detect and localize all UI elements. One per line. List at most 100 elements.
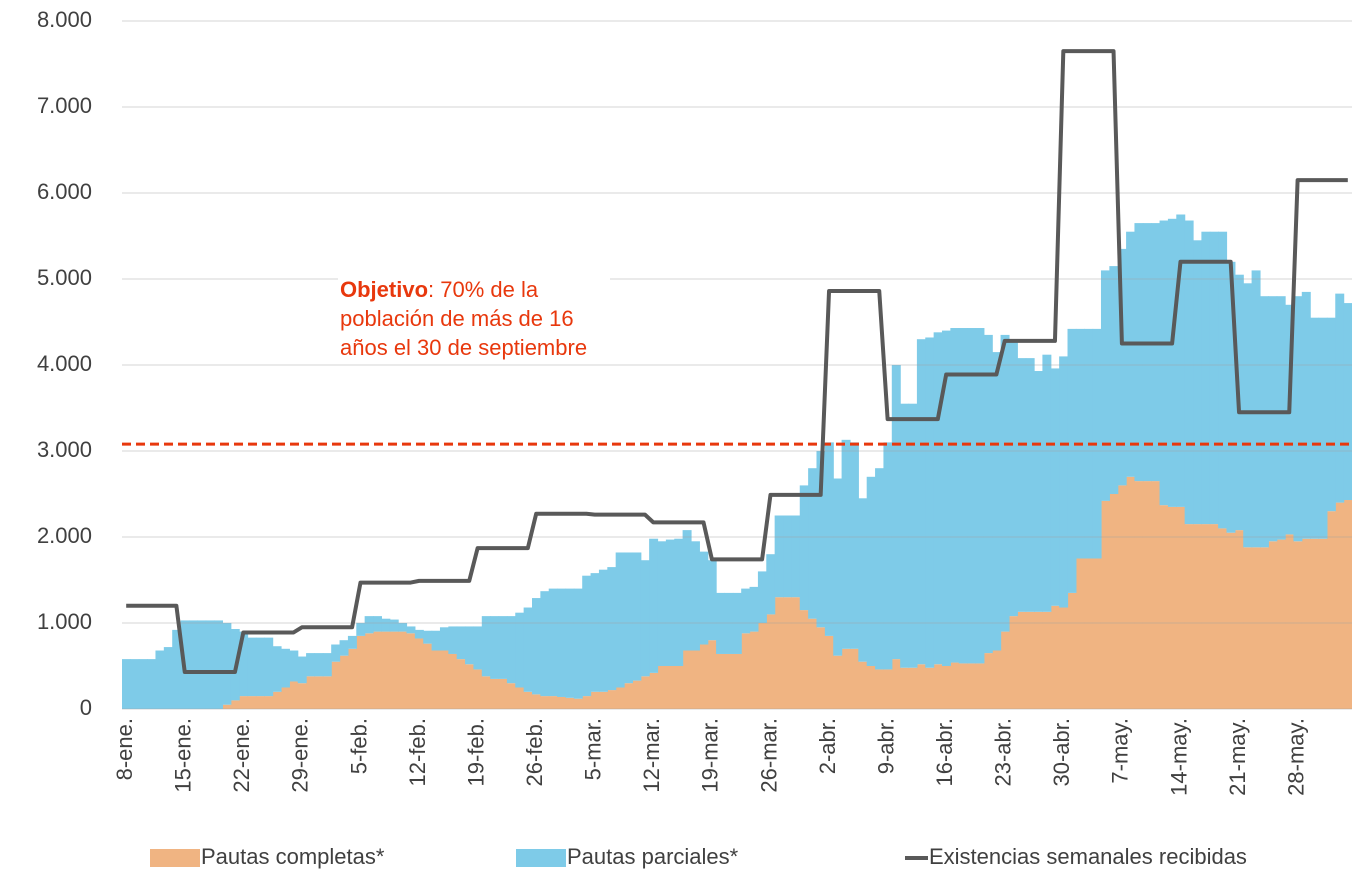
area-step	[264, 637, 274, 697]
area-step	[1268, 296, 1278, 542]
area-step	[1092, 558, 1102, 709]
area-step	[875, 669, 885, 709]
area-step	[373, 616, 382, 632]
area-step	[565, 697, 575, 709]
area-step	[1318, 538, 1328, 709]
area-step	[640, 676, 650, 709]
area-step	[230, 700, 240, 709]
area-step	[247, 696, 257, 709]
area-step	[649, 672, 659, 709]
area-step	[1259, 296, 1269, 548]
area-step	[833, 655, 843, 709]
area-step	[1276, 539, 1286, 709]
area-step	[331, 644, 341, 662]
area-step	[1000, 334, 1010, 632]
area-step	[690, 650, 700, 709]
area-step	[255, 637, 265, 697]
area-step	[1067, 328, 1077, 593]
area-step	[816, 451, 826, 628]
area-step	[423, 643, 433, 709]
x-tick-label: 9-abr.	[873, 718, 898, 774]
area-step	[172, 629, 182, 709]
area-step	[900, 403, 910, 668]
area-step	[331, 661, 341, 709]
area-step	[439, 627, 449, 651]
area-step	[1301, 538, 1311, 709]
line-series	[126, 49, 1348, 675]
area-step	[448, 653, 458, 709]
area-step	[799, 610, 809, 709]
area-step	[824, 635, 834, 709]
area-step	[205, 620, 215, 709]
area-step	[373, 631, 382, 709]
area-step	[557, 696, 567, 709]
area-step	[983, 334, 993, 654]
area-step	[1285, 534, 1295, 709]
area-step	[515, 687, 525, 709]
area-step	[1126, 231, 1136, 477]
area-step	[565, 588, 575, 698]
area-step	[481, 676, 491, 709]
area-step	[381, 618, 391, 632]
x-tick-label: 22-ene.	[229, 718, 254, 793]
area-step	[573, 698, 583, 709]
legend-label: Pautas completas*	[201, 844, 385, 869]
area-step	[866, 666, 876, 709]
area-step	[674, 538, 684, 666]
area-step	[1042, 354, 1052, 612]
area-step	[523, 691, 533, 709]
area-step	[967, 328, 977, 664]
y-tick-label: 6.000	[37, 179, 92, 204]
y-tick-label: 8.000	[37, 7, 92, 32]
area-step	[707, 560, 717, 641]
area-step	[1075, 558, 1085, 709]
x-tick-label: 30-abr.	[1049, 718, 1074, 787]
area-step	[1285, 304, 1295, 535]
area-step	[590, 573, 600, 692]
area-step	[1251, 547, 1261, 709]
area-step	[916, 664, 926, 709]
x-tick-label: 7-may.	[1108, 718, 1133, 784]
area-step	[657, 541, 667, 666]
area-step	[1310, 317, 1320, 539]
area-step	[841, 439, 851, 649]
x-tick-label: 28-may.	[1283, 718, 1308, 796]
area-step	[1201, 231, 1211, 525]
area-step	[389, 619, 399, 632]
area-step	[297, 683, 307, 709]
area-step	[515, 612, 525, 688]
area-step	[1042, 611, 1052, 709]
area-step	[138, 659, 148, 709]
y-tick-label: 1.000	[37, 609, 92, 634]
area-step	[983, 653, 993, 709]
area-step	[757, 623, 767, 709]
area-step	[448, 626, 458, 654]
area-step	[406, 626, 416, 634]
area-step	[364, 616, 374, 634]
area-step	[682, 530, 692, 651]
area-step	[239, 696, 249, 709]
area-step	[1259, 547, 1269, 709]
area-step	[674, 666, 684, 709]
annotation-text: : 70% de la población de más de 16 años …	[340, 277, 588, 360]
area-step	[632, 680, 642, 709]
area-step	[381, 631, 391, 709]
area-step	[481, 616, 491, 677]
area-step	[858, 661, 868, 709]
area-step	[130, 659, 140, 709]
area-step	[523, 607, 533, 692]
area-step	[716, 592, 726, 654]
area-step	[1151, 223, 1161, 482]
area-step	[272, 646, 282, 692]
area-step	[632, 552, 642, 681]
area-step	[540, 696, 550, 709]
area-step	[958, 328, 968, 664]
area-step	[1067, 592, 1077, 709]
area-step	[1226, 532, 1236, 709]
area-step	[724, 653, 734, 709]
area-step	[347, 648, 357, 709]
area-step	[272, 691, 282, 709]
area-step	[465, 626, 475, 665]
area-step	[548, 588, 558, 697]
area-step	[1193, 240, 1202, 525]
